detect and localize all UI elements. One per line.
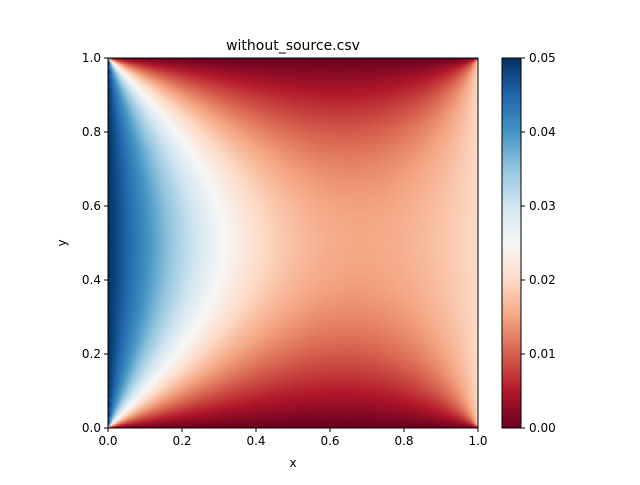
y-axis-label: y (55, 239, 69, 246)
colorbar-tick-label: 0.05 (529, 51, 556, 65)
colorbar-tick-label: 0.04 (529, 125, 556, 139)
colorbar-ticks: 0.00 0.01 0.02 0.03 0.04 0.05 (521, 51, 556, 435)
y-tick-label: 0.0 (82, 421, 101, 435)
heatmap-image (108, 58, 478, 428)
x-tick-label: 1.0 (468, 434, 487, 448)
y-tick-label: 0.6 (82, 199, 101, 213)
colorbar-tick-label: 0.02 (529, 273, 556, 287)
y-tick-label: 1.0 (82, 51, 101, 65)
x-tick-label: 0.8 (394, 434, 413, 448)
x-tick-label: 0.2 (172, 434, 191, 448)
y-axis-ticks: 0.0 0.2 0.4 0.6 0.8 1.0 (82, 51, 108, 435)
y-tick-label: 0.8 (82, 125, 101, 139)
colorbar-tick-label: 0.01 (529, 347, 556, 361)
y-tick-label: 0.2 (82, 347, 101, 361)
heatmap-image-container (108, 58, 478, 428)
x-axis-label: x (289, 456, 296, 470)
x-tick-label: 0.0 (98, 434, 117, 448)
chart-title: without_source.csv (226, 38, 360, 54)
colorbar-tick-label: 0.03 (529, 199, 556, 213)
plot-frame (107, 57, 479, 429)
x-tick-label: 0.6 (320, 434, 339, 448)
colorbar (501, 57, 522, 429)
y-tick-label: 0.4 (82, 273, 101, 287)
x-axis-ticks: 0.0 0.2 0.4 0.6 0.8 1.0 (98, 428, 488, 448)
x-tick-label: 0.4 (246, 434, 265, 448)
colorbar-tick-label: 0.00 (529, 421, 556, 435)
